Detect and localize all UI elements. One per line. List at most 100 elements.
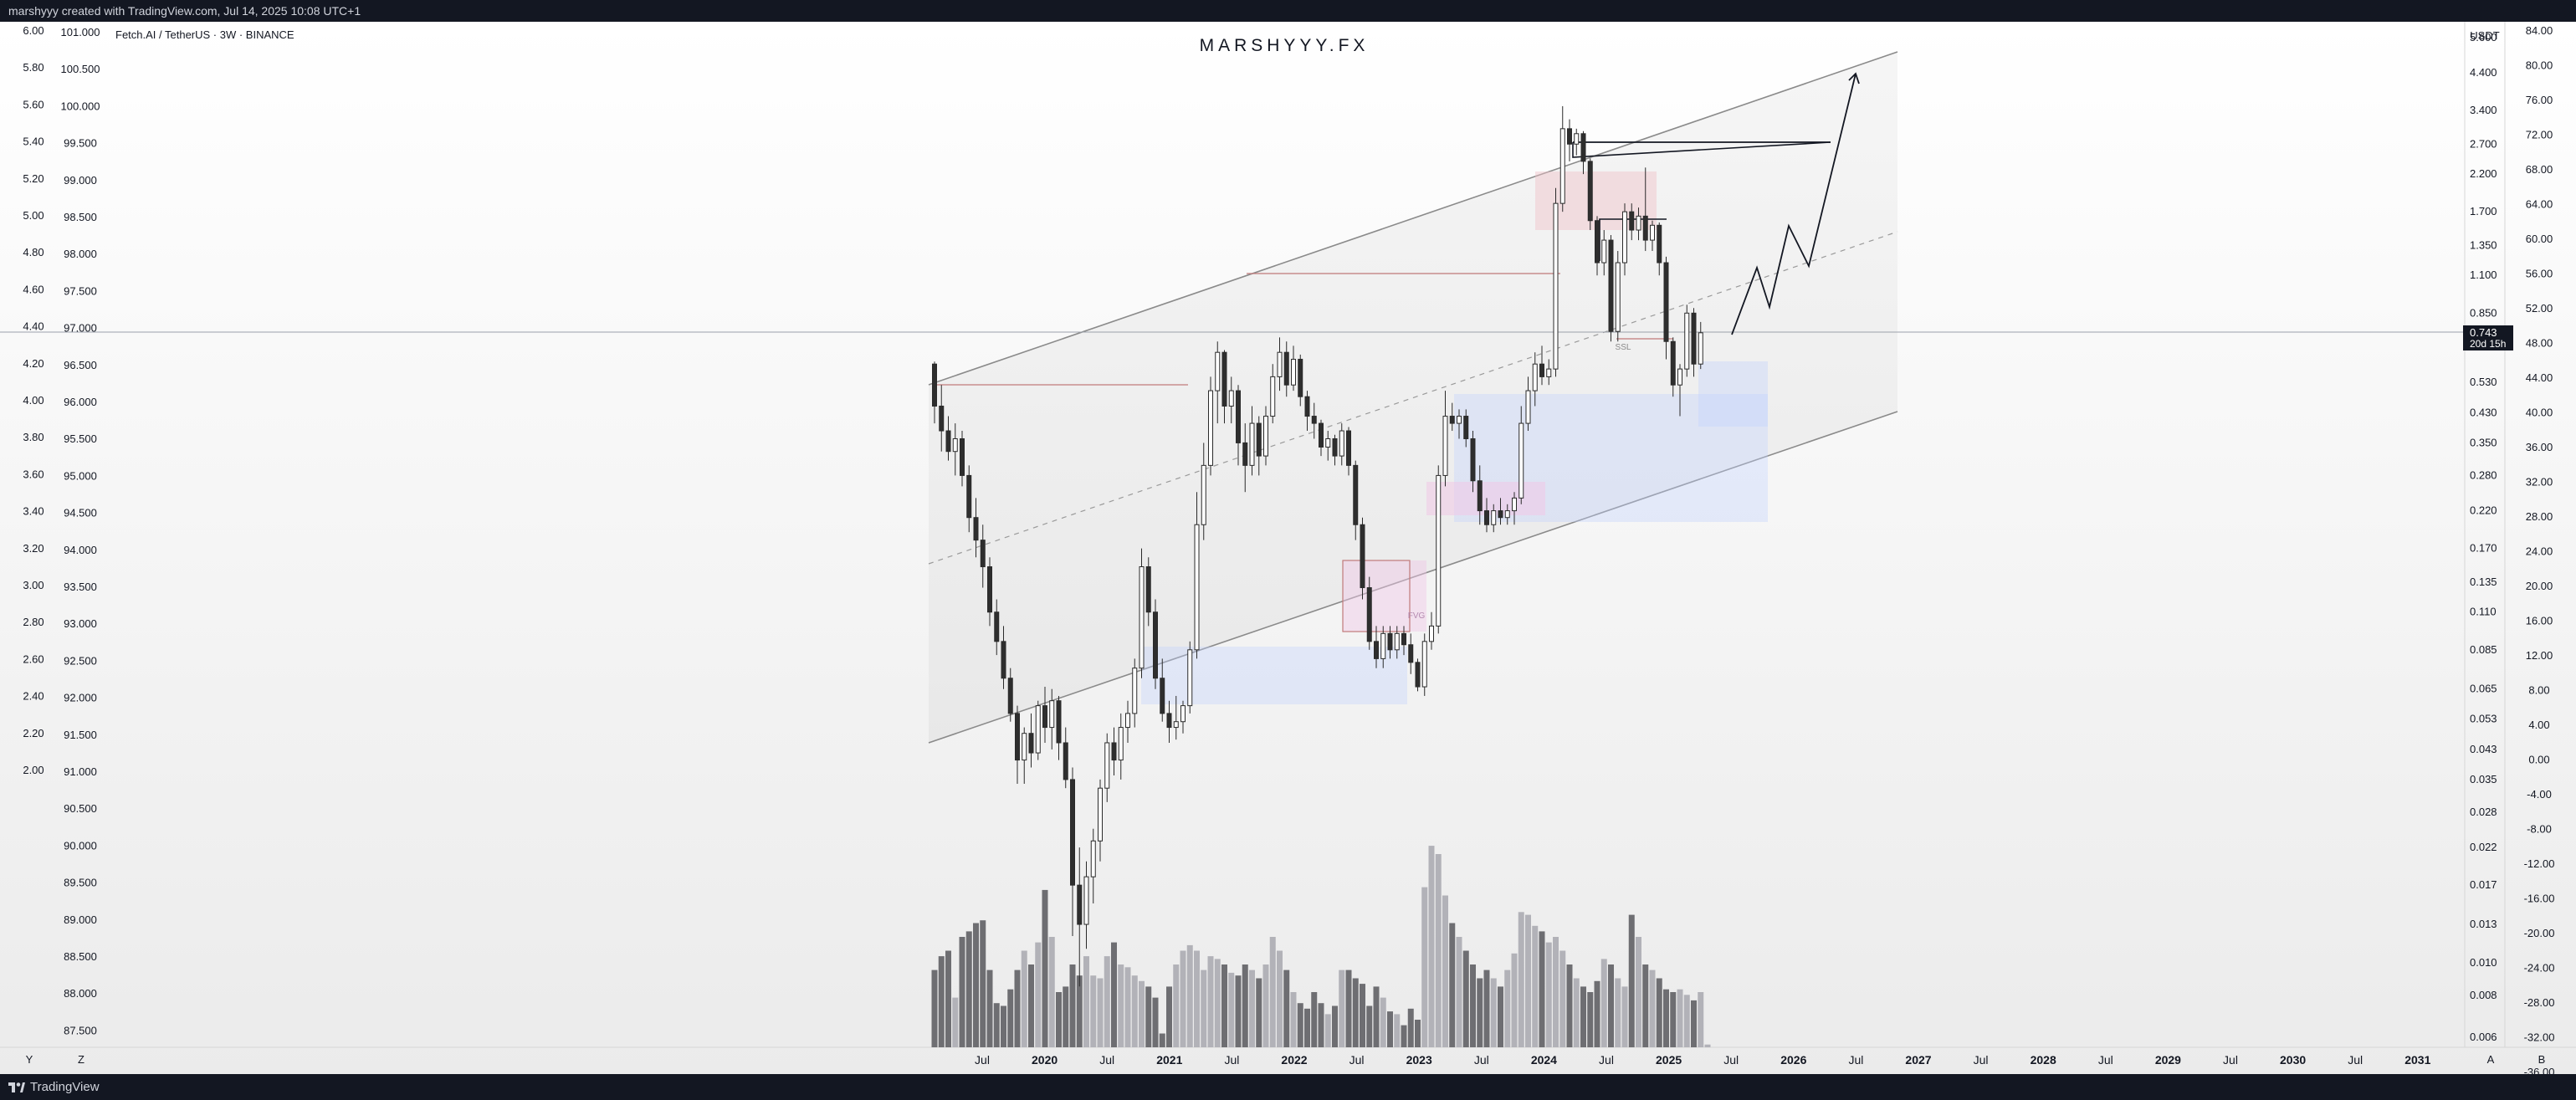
left-axis-1-label: 5.00 — [23, 209, 44, 222]
volume-bar — [1352, 978, 1359, 1047]
candle — [1698, 321, 1703, 370]
volume-bar — [1663, 989, 1669, 1047]
percent-axis[interactable]: 84.00 80.00 76.00 72.00 68.00 64.00 60.00 56.00… — [2524, 24, 2555, 1074]
left-axis-1-label: 2.40 — [23, 690, 44, 703]
volume-bars — [931, 846, 1711, 1047]
percent-axis-label: 80.00 — [2526, 59, 2553, 72]
volume-bar — [1553, 937, 1559, 1047]
price-axis-label: 0.017 — [2470, 878, 2497, 891]
percent-axis-label: 52.00 — [2526, 302, 2553, 315]
volume-bar — [1387, 1011, 1393, 1047]
candle — [1366, 576, 1372, 650]
time-axis-label: 2029 — [2155, 1053, 2181, 1067]
candle — [1098, 779, 1103, 862]
volume-bar — [1207, 956, 1214, 1047]
left-axis-1-label: 4.40 — [23, 320, 44, 333]
volume-bar — [1262, 964, 1269, 1047]
volume-bar — [1456, 937, 1462, 1047]
candle — [1650, 220, 1655, 252]
left-axis-1-label: 5.20 — [23, 172, 44, 185]
volume-bar — [1394, 1014, 1401, 1047]
fvg-zone-2 — [1343, 560, 1426, 632]
candle — [1394, 626, 1400, 659]
left-axis-2-label: 94.500 — [64, 507, 97, 519]
price-axis-label: 0.028 — [2470, 806, 2497, 818]
candle — [1201, 443, 1206, 540]
candle — [1442, 391, 1448, 487]
volume-bar — [1056, 992, 1062, 1047]
tradingview-logo[interactable]: TradingView — [8, 1074, 100, 1100]
candle — [939, 385, 945, 452]
symbol-title[interactable]: Fetch.AI / TetherUS · 3W · BINANCE — [115, 28, 294, 41]
projection-path — [1731, 73, 1856, 335]
volume-bar — [1573, 978, 1580, 1047]
volume-bar — [1698, 992, 1704, 1047]
volume-bar — [1566, 964, 1573, 1047]
auto-scale-button[interactable]: A — [2487, 1053, 2495, 1066]
volume-bar — [1194, 950, 1200, 1047]
candle — [1353, 460, 1359, 540]
volume-bar — [1124, 967, 1131, 1047]
volume-bar — [1332, 1005, 1338, 1047]
scale-button-z[interactable]: Z — [78, 1053, 85, 1066]
percent-axis-label: 12.00 — [2526, 649, 2553, 662]
candle — [1525, 376, 1531, 432]
candle — [1449, 402, 1455, 432]
candle — [973, 498, 979, 558]
candle — [1283, 341, 1289, 397]
chart[interactable]: MARSHYYY.FX Fetch.AI / TetherUS · 3W · B… — [0, 22, 2576, 1074]
volume-bar — [973, 923, 979, 1047]
left-axis-2-label: 98.000 — [64, 248, 97, 260]
volume-bar — [1290, 992, 1297, 1047]
left-axis-2[interactable]: 101.000 100.500 100.000 99.500 99.000 98.500 9… — [61, 26, 100, 1036]
volume-bar — [1311, 992, 1318, 1047]
left-axis-2-label: 100.000 — [61, 100, 100, 112]
percent-axis-label: 16.00 — [2526, 615, 2553, 627]
left-axis-2-label: 99.000 — [64, 174, 97, 187]
candle — [1332, 434, 1338, 466]
time-axis-label: Jul — [2098, 1053, 2113, 1067]
left-axis-2-label: 88.000 — [64, 987, 97, 1000]
demand-zone-3 — [1698, 361, 1768, 427]
time-axis-label: Jul — [1723, 1053, 1739, 1067]
volume-bar — [1656, 978, 1662, 1047]
percent-axis-label: 0.00 — [2528, 754, 2549, 766]
candle — [1007, 668, 1013, 722]
volume-bar — [1600, 959, 1607, 1047]
volume-bar — [1511, 953, 1518, 1047]
price-axis-label: 0.043 — [2470, 743, 2497, 755]
price-axis-label: 3.400 — [2470, 104, 2497, 116]
volume-bar — [1407, 1008, 1414, 1047]
candle — [1463, 409, 1469, 448]
candle — [1187, 641, 1193, 714]
price-axis-label: 0.430 — [2470, 406, 2497, 418]
volume-bar — [1415, 1020, 1421, 1047]
time-axis-label: 2025 — [1656, 1053, 1682, 1067]
candle — [1484, 498, 1489, 533]
candle — [1256, 416, 1262, 476]
volume-bar — [1421, 887, 1428, 1047]
price-axis[interactable]: 5.600 4.400 3.400 2.700 2.200 1.700 1.350 1.100… — [2470, 31, 2497, 1043]
candle — [966, 465, 972, 533]
time-axis-label: Jul — [1474, 1053, 1489, 1067]
volume-bar — [1490, 978, 1497, 1047]
scale-button-b[interactable]: B — [2538, 1053, 2546, 1066]
scale-button-y[interactable]: Y — [26, 1053, 33, 1066]
percent-axis-label: 20.00 — [2526, 580, 2553, 592]
left-axis-2-label: 96.500 — [64, 359, 97, 371]
price-axis-label: 4.400 — [2470, 66, 2497, 79]
volume-bar — [1504, 970, 1511, 1047]
volume-bar — [1615, 978, 1621, 1047]
volume-bar — [1339, 970, 1345, 1047]
percent-axis-label: -16.00 — [2524, 893, 2555, 905]
volume-bar — [1360, 984, 1365, 1047]
left-axis-2-label: 89.000 — [64, 913, 97, 926]
percent-axis-label: 60.00 — [2526, 233, 2553, 245]
left-axis-2-label: 98.500 — [64, 211, 97, 223]
candle — [1221, 350, 1227, 424]
candle — [1090, 828, 1096, 904]
left-axis-1[interactable]: 6.00 5.80 5.60 5.40 5.20 5.00 4.80 4.60 4.40 4.20… — [23, 24, 44, 776]
time-axis-label: Jul — [1599, 1053, 1614, 1067]
time-axis[interactable]: Jul 2020 Jul 2021 Jul 2022 Jul 2023 Jul 2024 Jul 20… — [975, 1053, 2431, 1067]
tradingview-brand: TradingView — [30, 1080, 100, 1094]
